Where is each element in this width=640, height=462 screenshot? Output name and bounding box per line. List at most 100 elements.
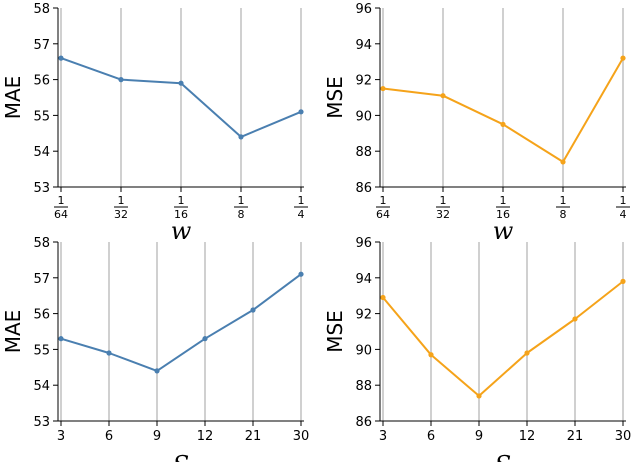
y-tick-label: 96: [355, 2, 372, 17]
data-point: [524, 350, 530, 356]
x-tick-label-fraction: 18: [234, 194, 248, 221]
x-tick-label-fraction: 132: [436, 194, 450, 221]
y-tick-label: 88: [355, 145, 372, 160]
y-tick-label: 58: [33, 2, 50, 17]
y-axis-title: MAE: [1, 310, 25, 354]
x-tick-numerator: 1: [440, 194, 447, 207]
x-tick-denominator: 8: [238, 208, 245, 221]
x-tick-label: 12: [519, 429, 536, 444]
x-tick-label: 6: [105, 429, 113, 444]
x-tick-label-fraction: 116: [174, 194, 188, 221]
x-tick-numerator: 1: [560, 194, 567, 207]
x-tick-label: 21: [567, 429, 584, 444]
axis-spines: [379, 242, 626, 422]
data-point: [380, 85, 386, 92]
x-tick-label: 9: [153, 429, 161, 444]
y-tick-label: 90: [355, 343, 372, 358]
data-point: [202, 336, 208, 342]
data-point: [380, 294, 386, 301]
x-tick-label: 3: [57, 429, 65, 444]
x-axis-title: w: [493, 217, 514, 245]
x-tick-numerator: 1: [178, 194, 185, 207]
x-tick-denominator: 32: [436, 208, 450, 221]
y-tick-label: 94: [355, 38, 372, 53]
y-tick-label: 92: [355, 308, 372, 323]
x-tick-denominator: 4: [620, 208, 627, 221]
y-axis-title: MAE: [1, 76, 25, 120]
chart-panel-4: 86 88 90 92 94 96 3 6 9 12 21 30 MSE S: [323, 236, 631, 462]
data-point: [238, 134, 244, 140]
x-tick-label-fraction: 14: [616, 194, 630, 221]
y-tick-label: 92: [355, 74, 372, 89]
y-tick-label: 88: [355, 379, 372, 394]
x-tick-numerator: 1: [620, 194, 627, 207]
x-tick-label: 21: [245, 429, 262, 444]
x-tick-denominator: 32: [114, 208, 128, 221]
x-tick-label-fraction: 164: [376, 194, 390, 221]
data-point: [298, 109, 304, 115]
data-point: [620, 278, 626, 284]
x-tick-label-fraction: 132: [114, 194, 128, 221]
data-point: [560, 159, 566, 165]
x-tick-numerator: 1: [298, 194, 305, 207]
x-tick-numerator: 1: [500, 194, 507, 207]
x-tick-numerator: 1: [238, 194, 245, 207]
x-tick-denominator: 16: [496, 208, 510, 221]
y-axis-title: MSE: [323, 76, 347, 119]
series-line: [382, 280, 624, 397]
x-tick-label-fraction: 116: [496, 194, 510, 221]
x-tick-label: 30: [615, 429, 632, 444]
data-point: [476, 393, 482, 399]
x-tick-label: 9: [475, 429, 483, 444]
y-tick-label: 94: [355, 272, 372, 287]
y-tick-label: 57: [33, 38, 50, 53]
y-tick-label: 53: [33, 181, 50, 196]
y-tick-label: 55: [33, 109, 50, 124]
data-point: [118, 77, 124, 83]
y-tick-label: 53: [33, 415, 50, 430]
data-point: [250, 307, 256, 313]
data-point: [298, 271, 304, 277]
x-tick-denominator: 16: [174, 208, 188, 221]
x-tick-label: 6: [427, 429, 435, 444]
series-line: [60, 273, 302, 372]
data-point: [500, 121, 506, 127]
x-axis-title: S: [495, 451, 511, 462]
x-tick-label: 12: [197, 429, 214, 444]
x-axis-title: S: [173, 451, 189, 462]
x-tick-label-fraction: 14: [294, 194, 308, 221]
data-point: [58, 336, 64, 342]
x-tick-denominator: 64: [54, 208, 68, 221]
y-tick-label: 54: [33, 145, 50, 160]
x-tick-label: 3: [379, 429, 387, 444]
x-tick-numerator: 1: [58, 194, 65, 207]
data-point: [58, 55, 64, 61]
data-point: [178, 80, 184, 86]
x-tick-label: 30: [293, 429, 310, 444]
data-point: [572, 316, 578, 322]
y-tick-label: 90: [355, 109, 372, 124]
y-tick-label: 58: [33, 236, 50, 251]
x-tick-numerator: 1: [380, 194, 387, 207]
x-tick-label-fraction: 164: [54, 194, 68, 221]
x-tick-numerator: 1: [118, 194, 125, 207]
data-point: [620, 55, 626, 61]
y-tick-label: 54: [33, 379, 50, 394]
x-tick-label-fraction: 18: [556, 194, 570, 221]
chart-panel-3: 53 54 55 56 57 58 3 6 9 12 21 30 MAE S: [1, 236, 309, 462]
data-point: [106, 350, 112, 356]
x-tick-denominator: 4: [298, 208, 305, 221]
data-point: [154, 368, 160, 374]
y-tick-label: 96: [355, 236, 372, 251]
y-tick-label: 56: [33, 74, 50, 89]
x-axis-title: w: [171, 217, 192, 245]
data-point: [428, 352, 434, 358]
y-tick-label: 57: [33, 272, 50, 287]
data-point: [440, 93, 446, 99]
y-axis-title: MSE: [323, 310, 347, 353]
y-tick-label: 56: [33, 308, 50, 323]
axis-spines: [57, 242, 304, 422]
